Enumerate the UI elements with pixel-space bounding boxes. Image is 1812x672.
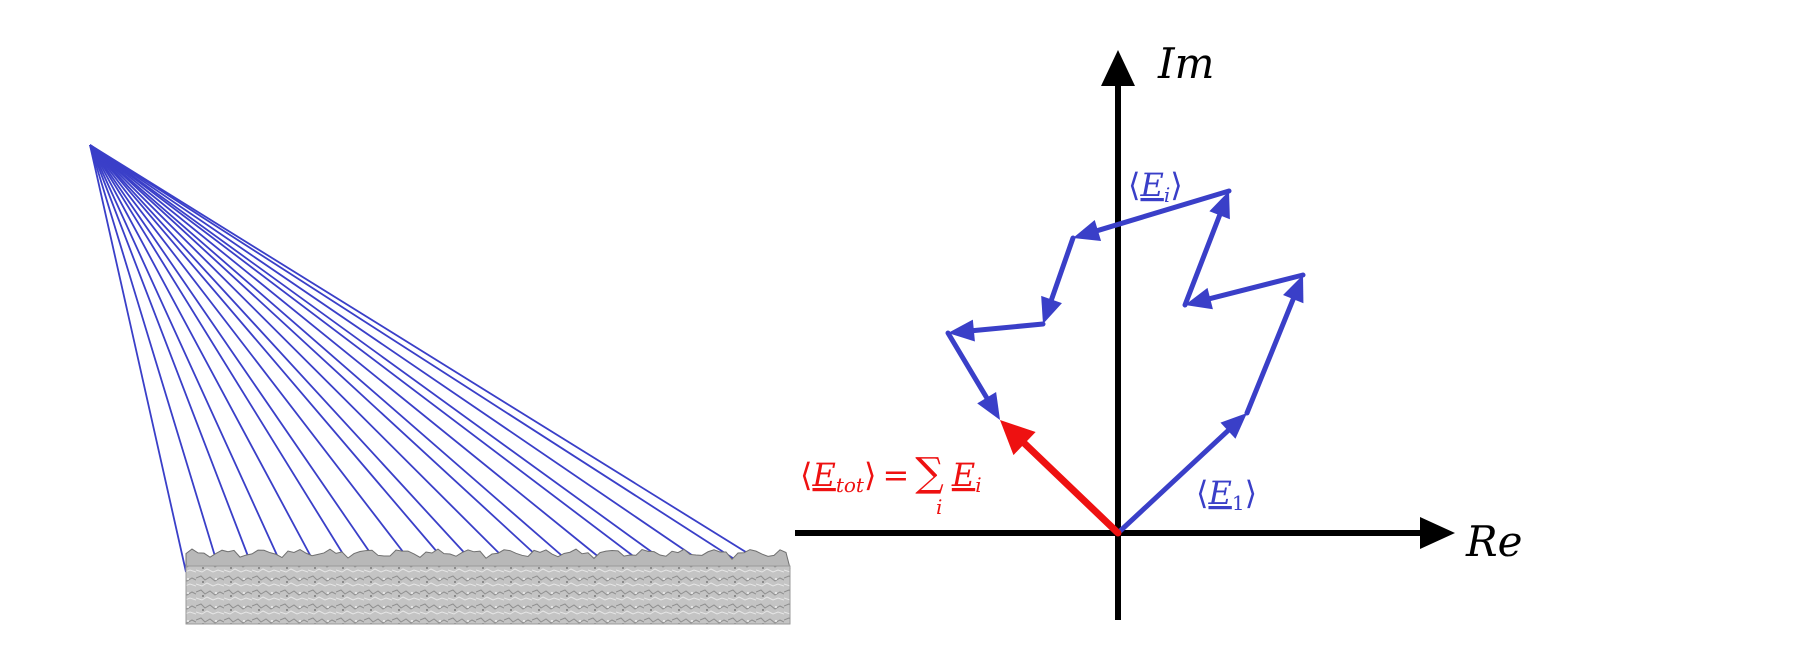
total-field-arrowhead: [1000, 420, 1036, 456]
illumination-ray: [89, 144, 680, 573]
partial-field-open-bracket: ⟨: [1128, 166, 1140, 204]
phasor-diagram: Re Im ⟨Ei⟩ ⟨E1⟩ ⟨Etot⟩ = ∑ Ei i: [795, 39, 1522, 620]
illumination-ray: [89, 144, 516, 570]
illumination-ray: [89, 144, 746, 567]
total-field-sum-index: i: [936, 495, 942, 519]
total-field-symbol: E: [811, 456, 835, 494]
illumination-ray: [89, 144, 319, 570]
total-field-shaft: [1019, 438, 1122, 537]
partial-field-vector-3-arrowhead: [1185, 287, 1213, 310]
real-axis-label: Re: [1465, 517, 1522, 566]
illumination-ray: [89, 144, 483, 573]
illumination-ray: [89, 144, 450, 567]
total-field-equals: =: [882, 456, 909, 494]
illumination-panel: [89, 144, 791, 625]
partial-field-vector-8-arrowhead: [977, 392, 1000, 420]
partial-field-vector-7-shaft: [969, 321, 1046, 334]
first-field-label: ⟨E1⟩: [1196, 474, 1257, 515]
illumination-ray: [89, 144, 713, 570]
illumination-rays: [89, 144, 779, 573]
imaginary-axis-arrowhead: [1101, 50, 1135, 86]
partial-field-vector-4-shaft: [1182, 210, 1223, 308]
first-field-subscript: 1: [1232, 491, 1245, 515]
partial-field-vector-1-shaft: [1115, 426, 1232, 536]
illumination-ray: [89, 144, 615, 570]
total-field-sum-sign: ∑: [915, 450, 944, 496]
total-field-close-bracket: ⟩: [864, 456, 876, 494]
illumination-ray: [89, 144, 187, 573]
partial-field-vector-4-arrowhead: [1209, 191, 1230, 220]
partial-field-vector-1-arrowhead: [1220, 413, 1247, 439]
partial-field-vector-6-arrowhead: [1041, 295, 1062, 324]
partial-field-vector-3-shaft: [1205, 272, 1306, 302]
first-field-open-bracket: ⟨: [1196, 474, 1208, 512]
illumination-ray: [89, 144, 779, 573]
partial-field-vector-5-shaft: [1093, 188, 1232, 234]
partial-field-label: ⟨Ei⟩: [1128, 166, 1183, 207]
first-field-symbol: E: [1207, 474, 1231, 512]
illumination-ray: [89, 144, 582, 573]
total-field-subscript: tot: [836, 473, 865, 497]
partial-field-close-bracket: ⟩: [1170, 166, 1182, 204]
partial-field-vector-2-arrowhead: [1283, 275, 1304, 304]
partial-field-symbol: E: [1139, 166, 1163, 204]
surface-roughness-profile: [185, 548, 791, 569]
rough-surface: [185, 548, 791, 625]
total-field-open-bracket: ⟨: [800, 456, 812, 494]
real-axis-arrowhead: [1420, 517, 1455, 549]
illumination-ray: [89, 144, 417, 570]
total-field-label: ⟨Etot⟩ = ∑ Ei: [800, 450, 982, 497]
partial-field-vector-8-shaft: [945, 330, 991, 402]
partial-field-vector-6-shaft: [1048, 235, 1076, 304]
surface-block: [185, 565, 791, 625]
total-field-rhs-subscript: i: [975, 473, 981, 497]
illumination-ray: [89, 144, 352, 567]
partial-field-vector-7-arrowhead: [948, 319, 975, 342]
partial-field-vector-5-arrowhead: [1073, 219, 1102, 242]
illumination-ray: [89, 144, 286, 573]
illumination-ray: [89, 144, 253, 567]
first-field-close-bracket: ⟩: [1245, 474, 1257, 512]
imaginary-axis-label: Im: [1157, 39, 1214, 88]
partial-field-vector-2-shaft: [1244, 294, 1297, 416]
illumination-ray: [89, 144, 549, 567]
partial-field-subscript: i: [1164, 183, 1170, 207]
illumination-ray: [89, 144, 647, 567]
total-field-vector: [1000, 420, 1122, 537]
illumination-ray: [89, 144, 385, 573]
partial-field-chain: [945, 188, 1306, 536]
total-field-rhs-symbol: E: [951, 456, 975, 494]
illumination-ray: [89, 144, 220, 570]
